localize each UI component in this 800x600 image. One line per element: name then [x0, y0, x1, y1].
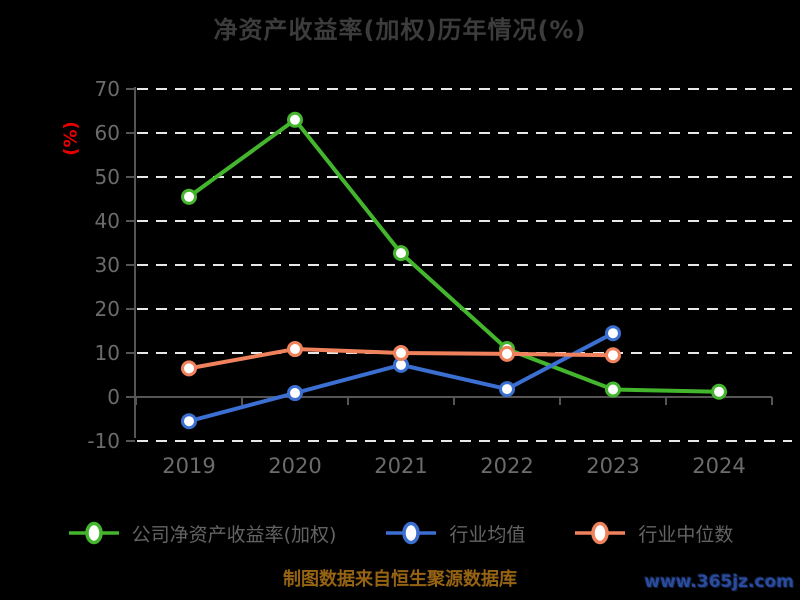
svg-text:0: 0 — [107, 385, 120, 409]
svg-text:60: 60 — [95, 121, 120, 145]
legend-marker-orange-icon — [575, 521, 626, 545]
legend-item-company-roe: 公司净资产收益率(加权) — [67, 518, 337, 548]
svg-text:2020: 2020 — [268, 454, 321, 478]
legend-item-industry-mean: 行业均值 — [384, 518, 525, 548]
legend-label-industry-median: 行业中位数 — [638, 523, 734, 546]
chart-legend: 公司净资产收益率(加权) 行业均值 行业中位数 — [0, 518, 800, 548]
site-watermark: www.365jz.com — [644, 572, 794, 592]
chart-title: 净资产收益率(加权)历年情况(%) — [213, 16, 587, 44]
legend-marker-blue-icon — [386, 521, 437, 545]
legend-label-industry-mean: 行业均值 — [449, 523, 526, 546]
svg-text:30: 30 — [95, 253, 120, 277]
legend-marker-green-icon — [68, 521, 119, 545]
svg-text:2021: 2021 — [374, 454, 427, 478]
svg-text:10: 10 — [95, 341, 120, 365]
data-source-caption: 制图数据来自恒生聚源数据库 — [283, 569, 517, 590]
svg-text:-10: -10 — [87, 429, 120, 453]
svg-text:2023: 2023 — [586, 454, 639, 478]
legend-label-company-roe: 公司净资产收益率(加权) — [131, 523, 337, 546]
svg-text:2024: 2024 — [692, 454, 745, 478]
svg-text:50: 50 — [95, 165, 120, 189]
svg-text:2022: 2022 — [480, 454, 533, 478]
svg-text:70: 70 — [95, 77, 120, 101]
svg-text:2019: 2019 — [162, 454, 215, 478]
legend-item-industry-median: 行业中位数 — [573, 518, 733, 548]
svg-text:40: 40 — [95, 209, 120, 233]
svg-text:20: 20 — [95, 297, 120, 321]
